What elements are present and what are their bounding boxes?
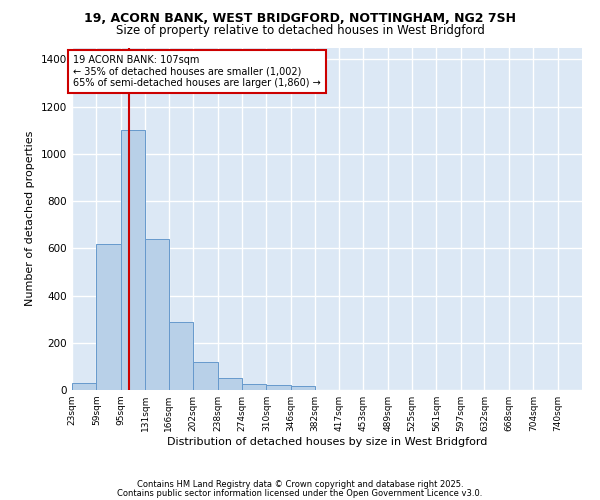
Bar: [266, 386, 291, 390]
X-axis label: Distribution of detached houses by size in West Bridgford: Distribution of detached houses by size …: [167, 437, 487, 447]
Bar: [291, 386, 315, 390]
Text: 19, ACORN BANK, WEST BRIDGFORD, NOTTINGHAM, NG2 7SH: 19, ACORN BANK, WEST BRIDGFORD, NOTTINGH…: [84, 12, 516, 26]
Bar: [218, 378, 242, 390]
Bar: [72, 383, 97, 390]
Text: 19 ACORN BANK: 107sqm
← 35% of detached houses are smaller (1,002)
65% of semi-d: 19 ACORN BANK: 107sqm ← 35% of detached …: [73, 54, 321, 88]
Bar: [121, 130, 145, 390]
Bar: [145, 239, 169, 390]
Text: Contains public sector information licensed under the Open Government Licence v3: Contains public sector information licen…: [118, 488, 482, 498]
Bar: [97, 244, 121, 390]
Bar: [169, 322, 193, 390]
Text: Contains HM Land Registry data © Crown copyright and database right 2025.: Contains HM Land Registry data © Crown c…: [137, 480, 463, 489]
Y-axis label: Number of detached properties: Number of detached properties: [25, 131, 35, 306]
Bar: [193, 362, 218, 390]
Text: Size of property relative to detached houses in West Bridgford: Size of property relative to detached ho…: [116, 24, 484, 37]
Bar: [242, 384, 266, 390]
